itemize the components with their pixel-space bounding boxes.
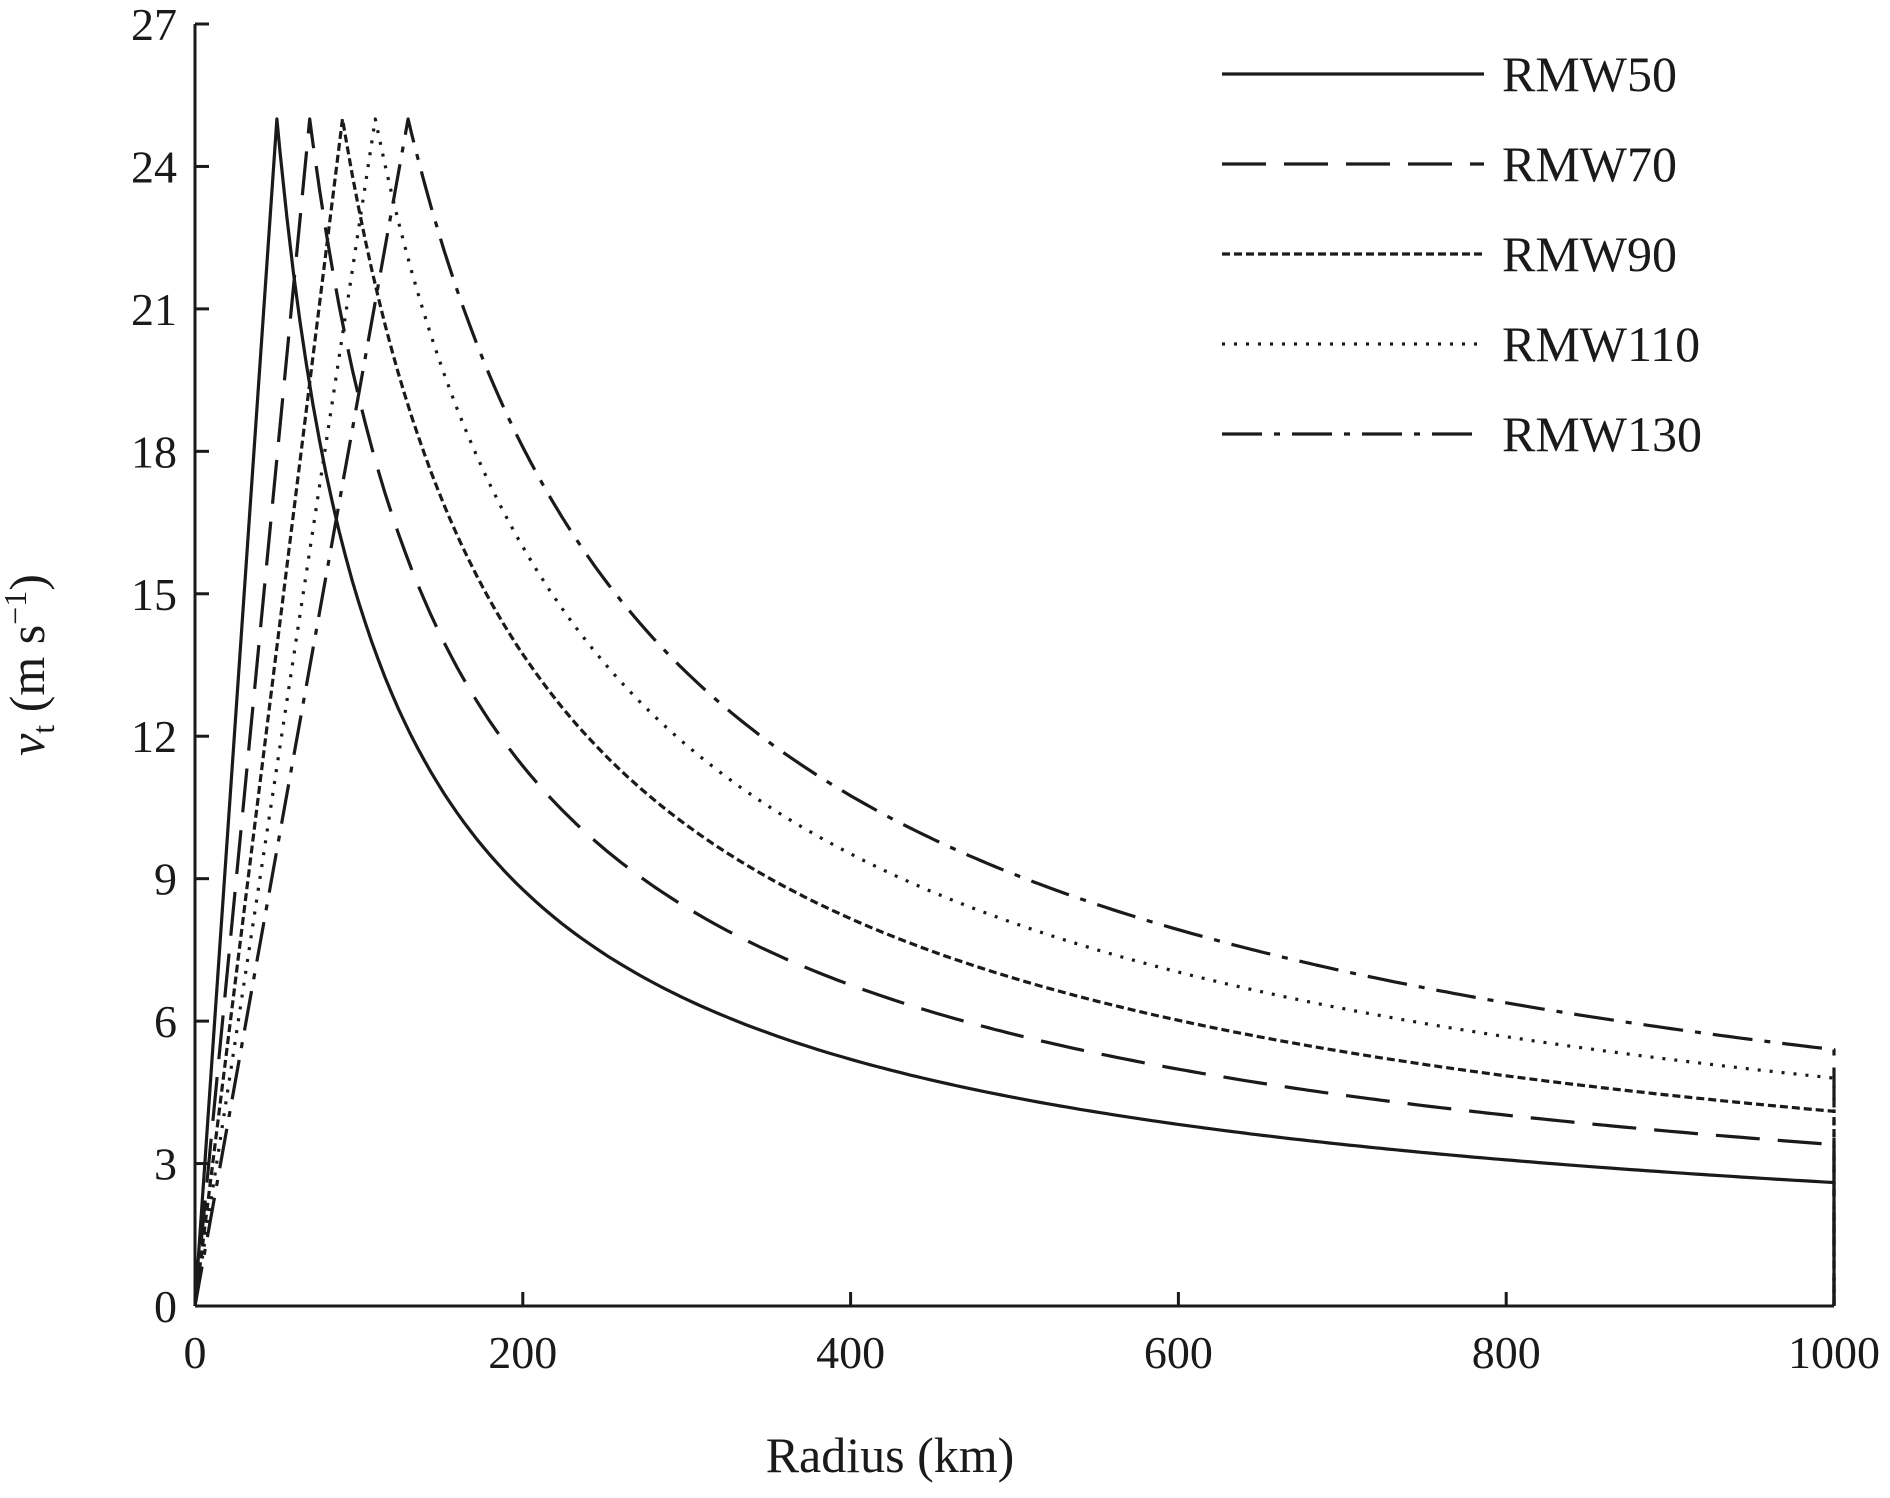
series-line-rmw130: [193, 117, 1836, 1307]
legend-label: RMW130: [1502, 406, 1702, 462]
y-axis-label-subscript: t: [25, 725, 61, 734]
x-tick-label: 1000: [1788, 1327, 1880, 1378]
series-line-rmw110: [193, 117, 1836, 1307]
y-tick-label: 27: [131, 0, 177, 50]
y-tick-label: 24: [131, 141, 177, 192]
y-tick-label: 6: [154, 996, 177, 1047]
series-layer: [193, 117, 1836, 1307]
y-axis-label-symbol: v: [0, 733, 55, 756]
y-tick-label: 0: [154, 1281, 177, 1332]
legend-label: RMW90: [1502, 226, 1677, 282]
x-tick-label: 200: [488, 1327, 557, 1378]
y-axis-label: vt (m s−1): [0, 574, 61, 756]
ticks-layer: 0 200 400 600 800 1000 0 3 6 9 12 15 18 21 24 27: [131, 0, 1880, 1378]
y-tick-label: 9: [154, 854, 177, 905]
x-tick-label: 0: [184, 1327, 207, 1378]
y-tick-label: 15: [131, 569, 177, 620]
legend: RMW50 RMW70 RMW90 RMW110 RMW130: [1222, 46, 1702, 462]
x-tick-label: 400: [816, 1327, 885, 1378]
series-line-rmw70: [193, 117, 1836, 1307]
x-tick-label: 600: [1144, 1327, 1213, 1378]
legend-label: RMW110: [1502, 316, 1700, 372]
axes-layer: [193, 24, 1834, 1308]
y-axis-label-exponent: −1: [0, 591, 33, 625]
legend-label: RMW70: [1502, 136, 1677, 192]
x-axis-label: Radius (km): [766, 1427, 1015, 1483]
y-tick-label: 12: [131, 711, 177, 762]
series-line-rmw50: [193, 117, 1836, 1307]
y-tick-label: 18: [131, 426, 177, 477]
y-axis-label-close: ): [0, 574, 55, 591]
series-line-rmw90: [193, 117, 1836, 1307]
y-axis-label-units: (m s: [0, 625, 55, 725]
y-tick-label: 3: [154, 1139, 177, 1190]
x-tick-label: 800: [1472, 1327, 1541, 1378]
y-tick-label: 21: [131, 284, 177, 335]
legend-label: RMW50: [1502, 46, 1677, 102]
